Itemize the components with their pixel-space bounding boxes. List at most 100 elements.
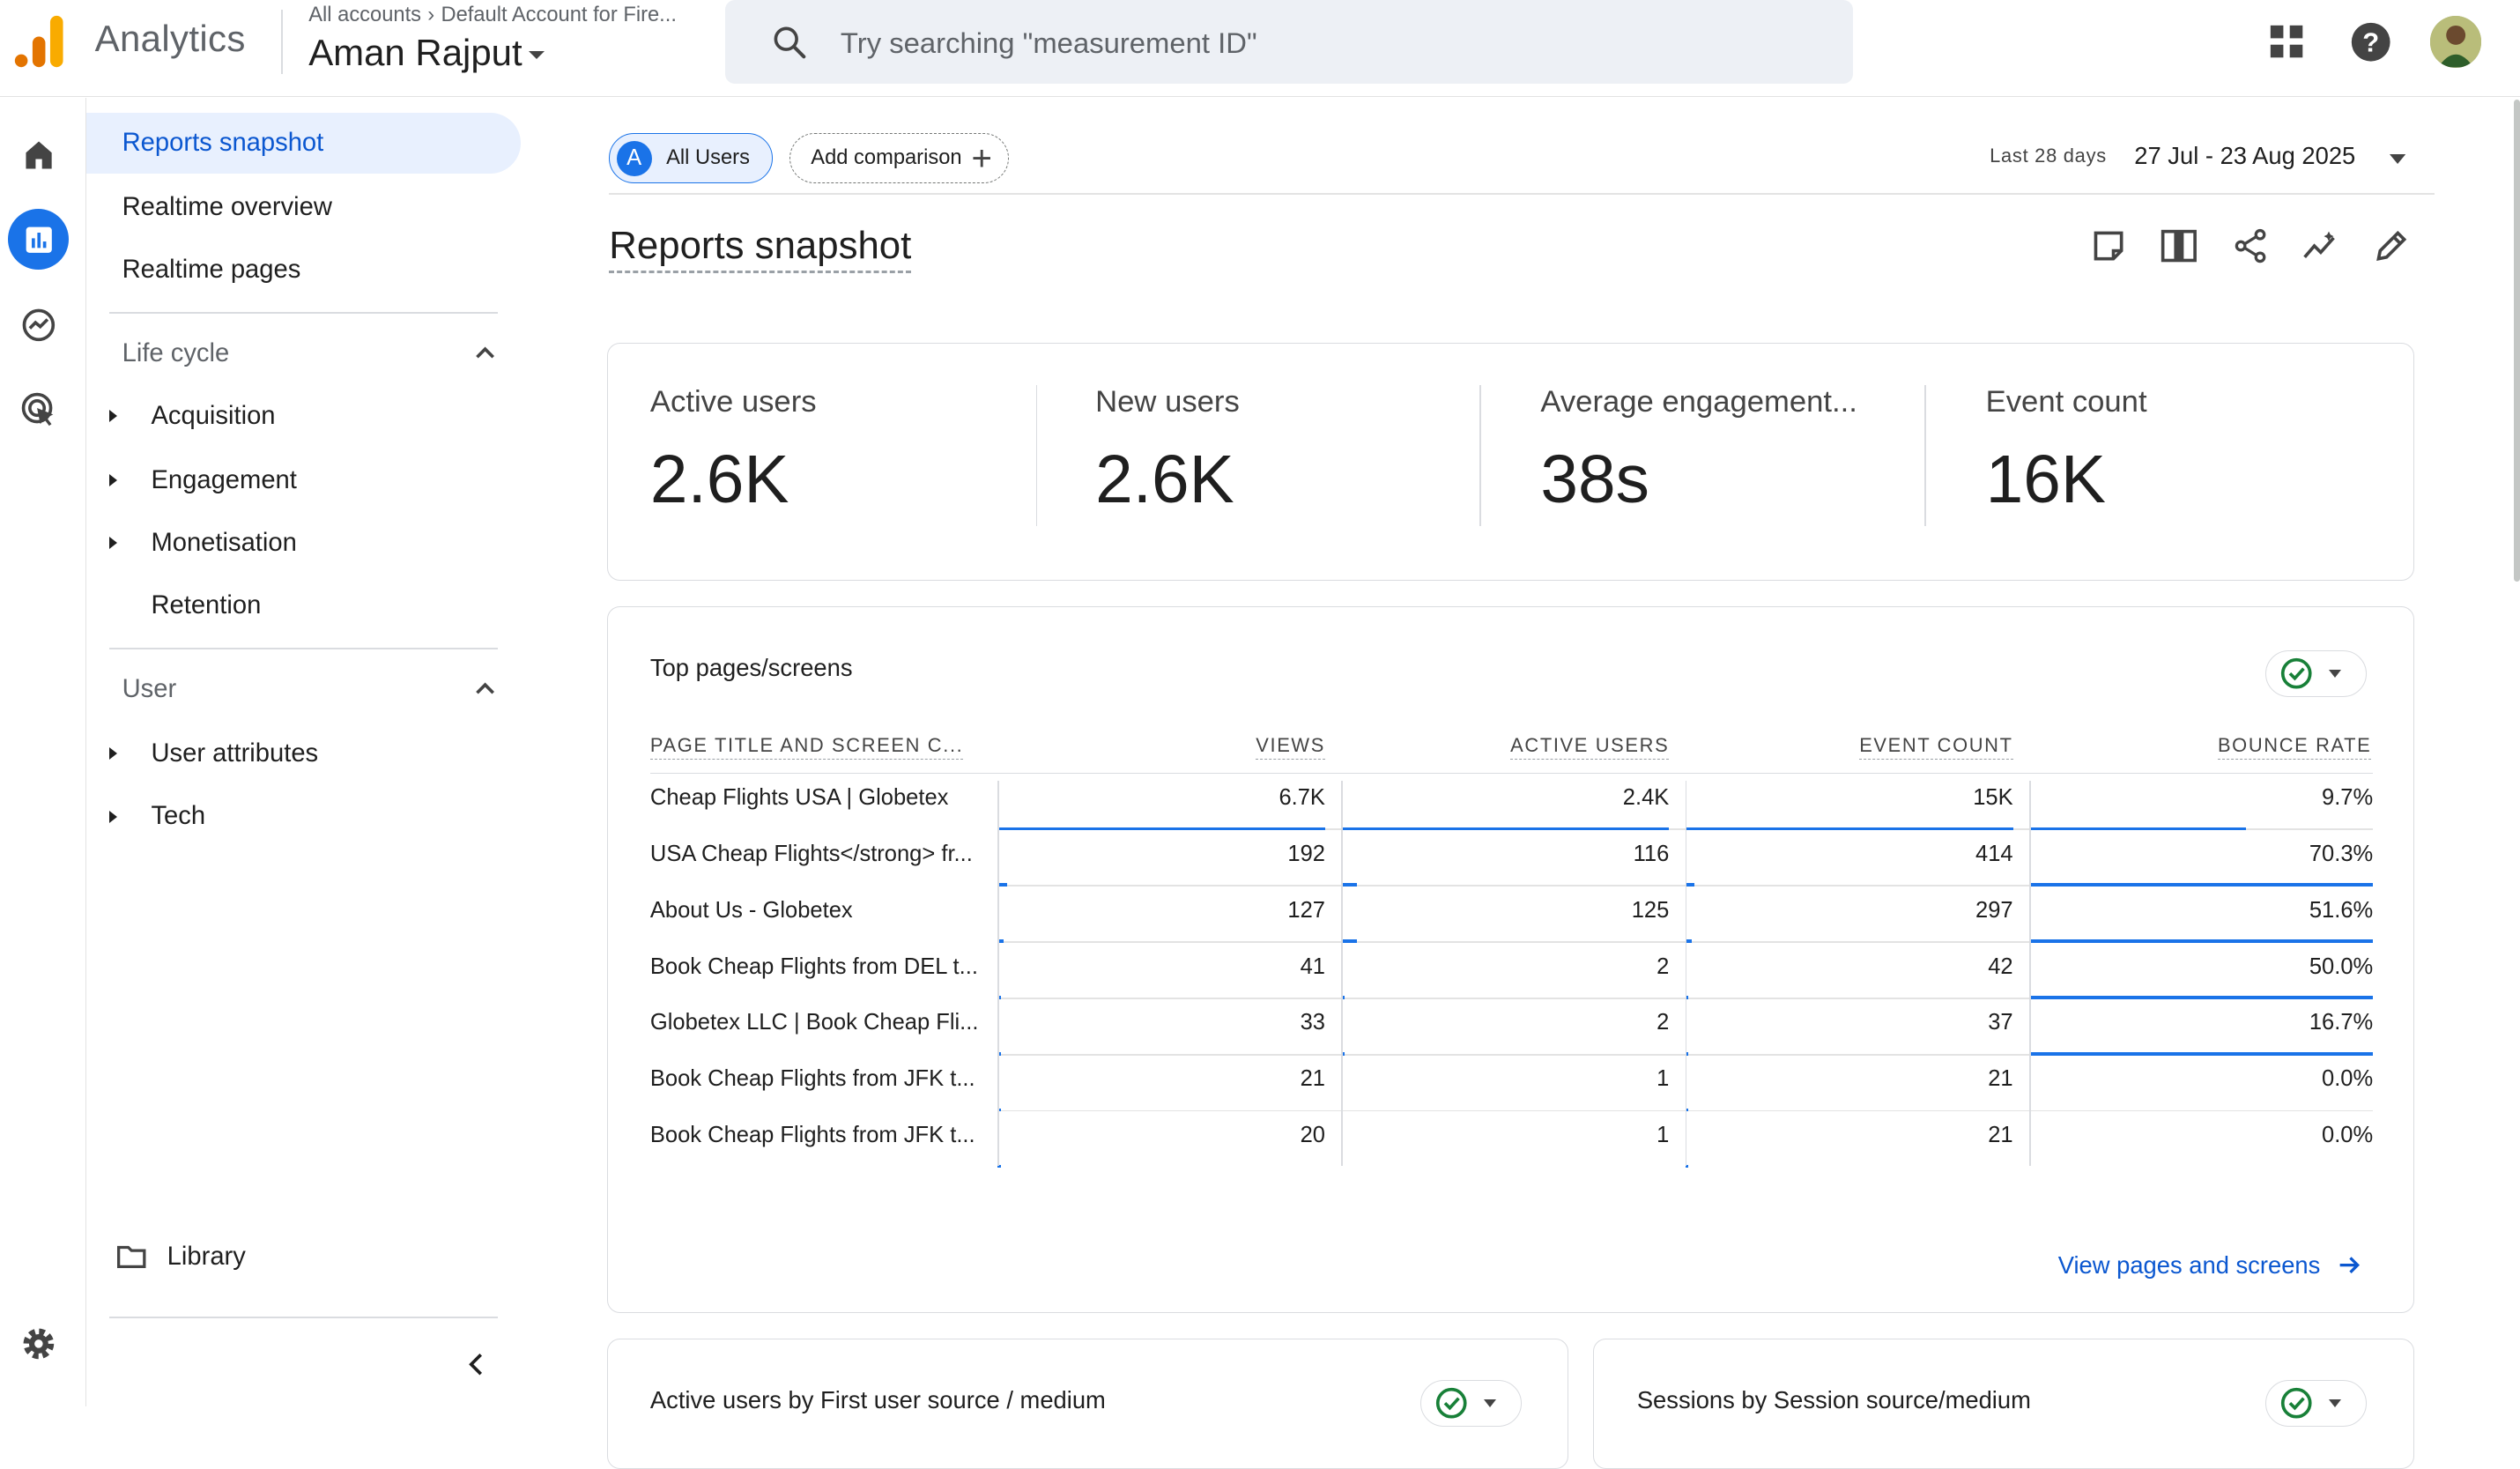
table-row[interactable]: Book Cheap Flights from JFK t... 21 1 21 0.0… (650, 1054, 2374, 1110)
breadcrumb[interactable]: All accounts › Default Account for Fire... (308, 4, 677, 27)
views-cell: 20 (1300, 1123, 1325, 1148)
view-pages-link[interactable]: View pages and screens (2058, 1251, 2362, 1280)
add-comparison-label: Add comparison (811, 146, 962, 170)
breadcrumb-root[interactable]: All accounts (308, 3, 422, 26)
lifecycle-heading: Life cycle (122, 338, 230, 367)
apps-grid-icon[interactable] (2264, 19, 2309, 64)
expand-arrow-icon (109, 474, 117, 487)
nav-section-lifecycle[interactable]: Life cycle (86, 324, 504, 382)
value-bar (2028, 996, 2374, 999)
nav-monetisation[interactable]: Monetisation (86, 515, 520, 573)
session-source-title: Sessions by Session source/medium (1636, 1386, 2031, 1414)
comparison-toggle[interactable] (1419, 1379, 1522, 1428)
chevron-up-icon (476, 682, 495, 694)
metric-average-engagement[interactable]: Average engagement... 38s (1540, 385, 1857, 520)
breadcrumb-account[interactable]: Default Account for Fire... (441, 3, 677, 26)
nav-realtime-overview-label: Realtime overview (122, 192, 332, 221)
share-icon[interactable] (2229, 225, 2271, 266)
expand-arrow-icon (109, 410, 117, 423)
column-header-page-title[interactable]: PAGE TITLE AND SCREEN C... (649, 734, 964, 760)
nav-acquisition[interactable]: Acquisition (86, 388, 520, 446)
settings-gear-icon[interactable] (8, 1313, 69, 1374)
metric-name: Active users (649, 384, 817, 419)
active-cell: 1 (1657, 1066, 1670, 1092)
active-cell: 116 (1633, 841, 1670, 866)
column-header-views[interactable]: VIEWS (1256, 734, 1325, 760)
table-row[interactable]: Globetex LLC | Book Cheap Fli... 33 2 37 16.… (650, 998, 2373, 1054)
value-bar (997, 1051, 1001, 1056)
nav-tech-label: Tech (151, 802, 206, 831)
column-divider (997, 780, 999, 1167)
app-name: Analytics (94, 18, 246, 60)
nav-engagement[interactable]: Engagement (86, 452, 520, 510)
nav-reports-snapshot[interactable]: Reports snapshot (86, 112, 521, 174)
metric-name: Event count (1985, 384, 2147, 419)
column-header-active-users[interactable]: ACTIVE USERS (1510, 734, 1670, 760)
active-cell: 1 (1657, 1123, 1670, 1148)
left-rail (0, 98, 86, 1406)
metric-divider (1035, 384, 1038, 527)
top-pages-title: Top pages/screens (649, 653, 853, 681)
nav-user-attributes-label: User attributes (151, 738, 319, 768)
active-cell: 2.4K (1622, 785, 1670, 811)
nav-realtime-pages-label: Realtime pages (122, 255, 301, 284)
views-cell: 33 (1300, 1010, 1325, 1035)
advertising-icon[interactable] (8, 379, 69, 440)
nav-realtime-pages[interactable]: Realtime pages (86, 240, 520, 300)
comparison-toggle[interactable] (2265, 1379, 2368, 1428)
value-bar (1341, 996, 1345, 999)
nav-section-user[interactable]: User (86, 661, 504, 719)
bounce-cell: 0.0% (2322, 1066, 2374, 1092)
metric-event-count[interactable]: Event count 16K (1986, 385, 2147, 520)
home-icon[interactable] (8, 123, 69, 184)
bounce-cell: 50.0% (2309, 953, 2374, 979)
metric-active-users[interactable]: Active users 2.6K (650, 385, 817, 520)
all-users-chip[interactable]: A All Users (609, 133, 774, 184)
nav-engagement-label: Engagement (151, 465, 297, 494)
page-scrollbar[interactable] (2513, 100, 2520, 582)
compare-columns-icon[interactable] (2159, 225, 2200, 266)
add-comparison-button[interactable]: Add comparison + (789, 133, 1010, 184)
nav-realtime-overview[interactable]: Realtime overview (86, 177, 520, 238)
table-row[interactable]: Book Cheap Flights from JFK t... 20 1 21 0.0… (649, 1110, 2373, 1167)
check-circle-icon (2281, 1388, 2312, 1419)
reports-icon[interactable] (8, 209, 70, 271)
user-avatar[interactable] (2429, 16, 2482, 68)
value-bar (1341, 1051, 1345, 1056)
explore-icon[interactable] (8, 294, 69, 355)
date-range-value[interactable]: 27 Jul - 23 Aug 2025 (2134, 141, 2356, 169)
table-row[interactable]: About Us - Globetex 127 125 297 51.6% (650, 885, 2373, 941)
nav-user-attributes[interactable]: User attributes (86, 725, 520, 783)
search-input[interactable] (837, 19, 1808, 68)
nav-retention[interactable]: Retention (86, 577, 520, 635)
table-row[interactable]: Book Cheap Flights from DEL t... 41 2 42 50.… (650, 941, 2374, 998)
edit-pencil-icon[interactable] (2370, 225, 2412, 266)
nav-tech[interactable]: Tech (86, 788, 520, 846)
active-cell: 2 (1657, 953, 1670, 979)
property-picker[interactable]: Aman Rajput (308, 32, 545, 74)
search-bar[interactable] (724, 0, 1854, 84)
metric-divider (1924, 384, 1927, 527)
session-source-card: Sessions by Session source/medium (1592, 1339, 2414, 1469)
metric-new-users[interactable]: New users 2.6K (1095, 385, 1240, 520)
table-row[interactable]: Cheap Flights USA | Globetex 6.7K 2.4K 15K 9… (650, 773, 2373, 829)
views-cell: 41 (1300, 953, 1325, 979)
nav-divider (109, 1316, 499, 1318)
nav-library[interactable]: Library (86, 1228, 520, 1287)
page-title-cell: Book Cheap Flights from JFK t... (649, 1123, 975, 1148)
property-name: Aman Rajput (308, 32, 523, 74)
user-heading: User (122, 674, 177, 703)
column-header-event-count[interactable]: EVENT COUNT (1859, 734, 2013, 760)
insights-icon[interactable] (2300, 225, 2341, 266)
collapse-nav-chevron-left-icon[interactable] (460, 1348, 492, 1380)
comparison-toggle[interactable] (2265, 649, 2368, 697)
analytics-logo-icon[interactable] (13, 14, 64, 69)
value-bar (1685, 827, 2013, 831)
table-row[interactable]: USA Cheap Flights</strong> fr... 192 116 41… (650, 828, 2373, 885)
customize-report-icon[interactable] (2087, 225, 2129, 266)
date-range-dropdown-icon[interactable] (2390, 154, 2406, 165)
nav-library-label: Library (167, 1242, 246, 1271)
views-cell: 192 (1287, 841, 1325, 866)
column-header-bounce-rate[interactable]: BOUNCE RATE (2217, 734, 2372, 760)
help-icon[interactable]: ? (2348, 19, 2393, 64)
